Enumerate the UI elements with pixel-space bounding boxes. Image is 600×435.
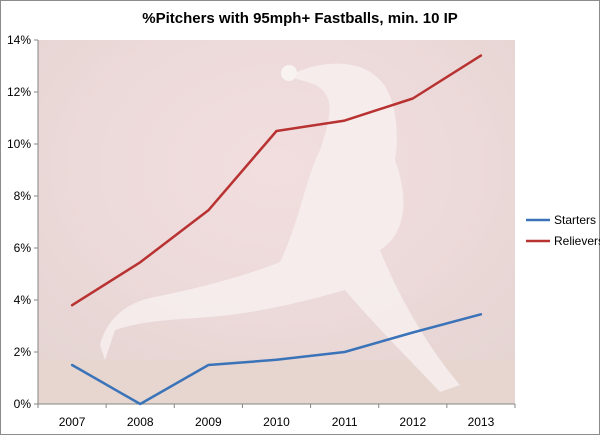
y-tick-label: 0% — [14, 397, 32, 411]
baseball-icon — [281, 65, 297, 81]
y-tick-label: 6% — [14, 241, 32, 255]
legend: Starters Relievers — [526, 213, 600, 248]
x-tick-label: 2009 — [195, 415, 222, 429]
axes: 0% 2% 4% 6% 8% 10% 12% 14% 2007 2008 2009 2010 2011 2… — [7, 33, 516, 429]
x-tick-label: 2007 — [59, 415, 86, 429]
photo-crowd — [38, 40, 515, 404]
y-tick-label: 8% — [14, 189, 32, 203]
x-tick-label: 2013 — [468, 415, 495, 429]
legend-label-relievers: Relievers — [554, 234, 600, 248]
chart-title: %Pitchers with 95mph+ Fastballs, min. 10… — [142, 10, 458, 27]
legend-label-starters: Starters — [554, 213, 596, 227]
x-tick-label: 2010 — [263, 415, 290, 429]
y-tick-label: 10% — [7, 137, 31, 151]
pitcher-silhouette — [100, 63, 460, 392]
y-tick-label: 14% — [7, 33, 31, 47]
y-tick-label: 12% — [7, 85, 31, 99]
series — [70, 54, 483, 406]
y-tick-label: 4% — [14, 293, 32, 307]
y-tick-label: 2% — [14, 345, 32, 359]
x-tick-label: 2011 — [332, 415, 358, 429]
x-tick-label: 2012 — [399, 415, 426, 429]
x-tick-label: 2008 — [127, 415, 154, 429]
background-photo — [38, 40, 515, 404]
